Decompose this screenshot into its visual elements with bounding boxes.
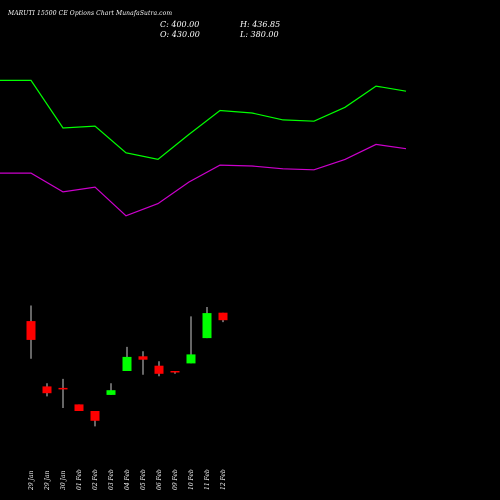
low-value: L: 380.00 xyxy=(240,30,279,39)
candle-body-bearish xyxy=(138,356,148,360)
x-tick-label: 11 Feb xyxy=(204,469,211,490)
candle-body-bearish xyxy=(218,312,228,321)
x-tick-label: 06 Feb xyxy=(156,469,163,490)
x-tick-label: 05 Feb xyxy=(140,469,147,490)
candle-body-bullish xyxy=(106,390,116,395)
candle-body-bullish xyxy=(186,354,196,364)
x-tick-label: 29 Jan xyxy=(28,470,35,491)
candle-body-bearish xyxy=(58,387,68,390)
x-tick-label: 01 Feb xyxy=(76,469,83,490)
candle-body-bullish xyxy=(202,313,212,339)
x-tick-label: 30 Jan xyxy=(60,470,67,490)
x-tick-label: 02 Feb xyxy=(92,469,99,490)
candle-body-bearish xyxy=(74,404,84,411)
candle-body-bearish xyxy=(90,411,100,421)
x-tick-label: 04 Feb xyxy=(124,469,131,490)
chart-title: MARUTI 15500 CE Options Chart MunafaSutr… xyxy=(8,10,173,17)
x-tick-label: 12 Feb xyxy=(220,469,227,490)
candle-body-bullish xyxy=(122,356,132,371)
candle-body-bearish xyxy=(154,365,164,374)
x-tick-label: 29 Jan xyxy=(44,470,51,491)
x-tick-label: 09 Feb xyxy=(172,469,179,490)
open-value: O: 430.00 xyxy=(160,30,200,39)
candle-body-bearish xyxy=(26,321,36,340)
close-value: C: 400.00 xyxy=(160,20,200,29)
upper-band-line xyxy=(0,79,407,161)
high-value: H: 436.85 xyxy=(240,20,281,29)
x-tick-label: 03 Feb xyxy=(108,469,115,490)
candle-body-bearish xyxy=(42,386,52,394)
x-tick-label: 10 Feb xyxy=(188,469,195,490)
lower-band-line xyxy=(0,143,407,217)
candle-body-bearish xyxy=(170,371,180,373)
